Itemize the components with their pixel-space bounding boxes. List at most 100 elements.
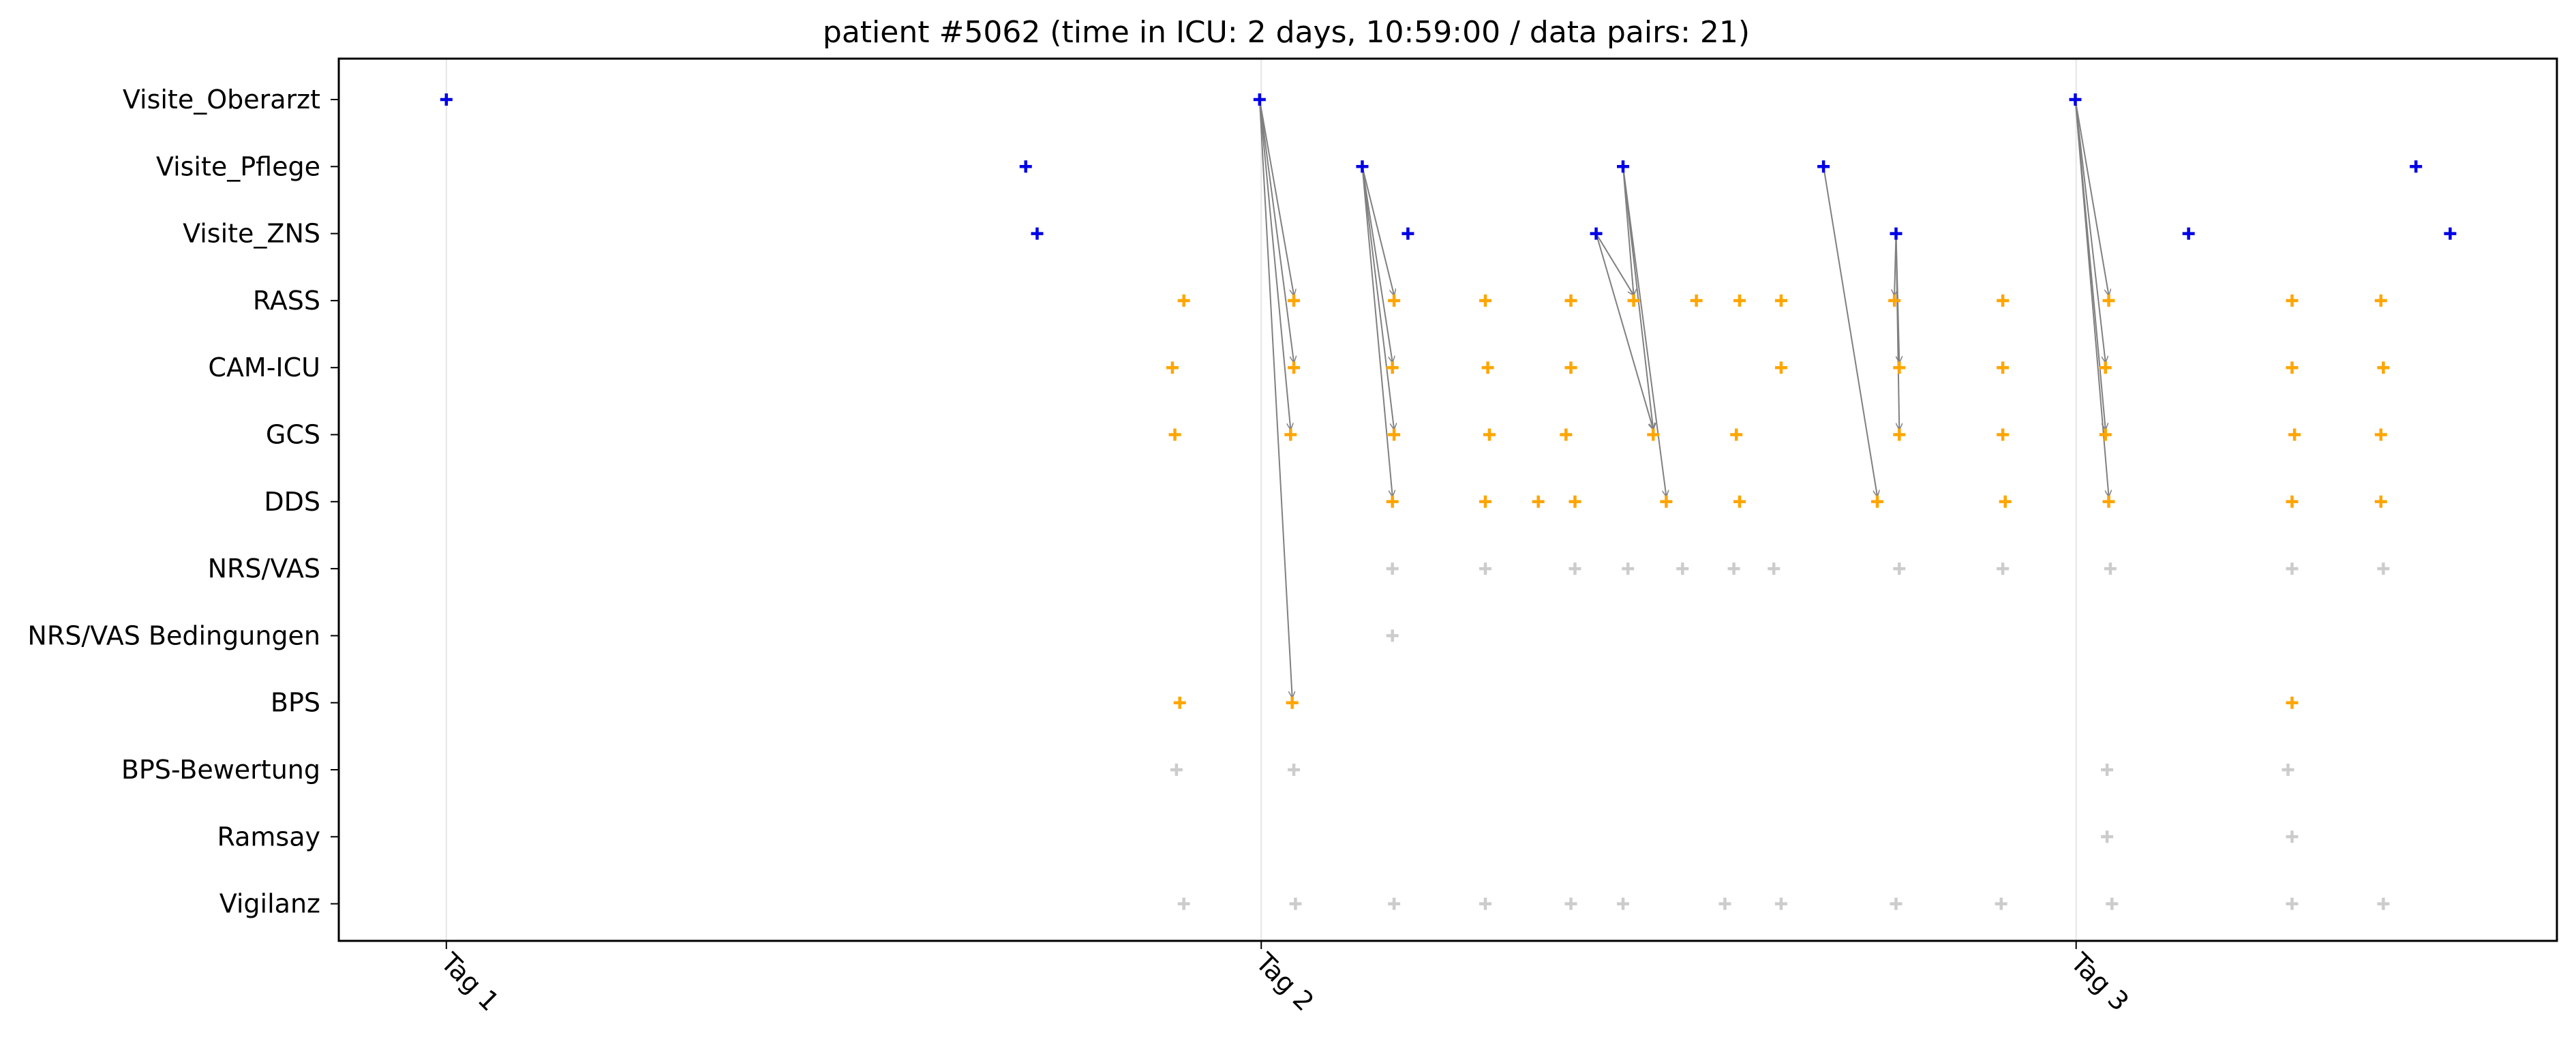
link-arrow xyxy=(1361,166,1392,496)
y-tick-label-nrs-vas-bedingungen: NRS/VAS Bedingungen xyxy=(27,620,320,650)
point-vigilanz xyxy=(1995,897,2007,910)
point-cam-icu xyxy=(1386,361,1399,374)
point-dds xyxy=(1386,495,1399,508)
point-visite-oberarzt xyxy=(2069,93,2082,106)
link-arrow xyxy=(1895,233,1899,430)
link-arrow xyxy=(1361,166,1394,429)
point-bps-bewertung xyxy=(1288,764,1301,776)
point-nrs-vas xyxy=(1997,562,2010,575)
point-rass xyxy=(1733,294,1746,307)
y-tick-label-rass: RASS xyxy=(253,286,320,316)
point-visite-pflege xyxy=(1356,160,1369,173)
link-arrow xyxy=(1258,99,1294,362)
link-arrow xyxy=(1361,166,1392,362)
point-rass xyxy=(1288,294,1301,307)
point-nrs-vas xyxy=(2286,562,2299,575)
point-visite-zns xyxy=(1031,227,1044,240)
link-arrow xyxy=(1622,166,1666,496)
y-tick-label-nrs-vas: NRS/VAS xyxy=(208,554,320,584)
point-gcs xyxy=(1997,428,2010,441)
point-nrs-vas xyxy=(2104,562,2117,575)
point-ramsay xyxy=(2286,830,2299,843)
point-bps-bewertung xyxy=(2282,764,2294,776)
link-arrow xyxy=(2074,99,2105,362)
grid-lines xyxy=(445,59,2077,941)
point-rass xyxy=(1627,294,1640,307)
link-arrow xyxy=(1258,99,1294,295)
point-vigilanz xyxy=(1564,897,1577,910)
point-vigilanz xyxy=(1890,897,1903,910)
point-vigilanz xyxy=(1177,897,1190,910)
point-dds xyxy=(1999,495,2012,508)
point-cam-icu xyxy=(1166,361,1179,374)
link-arrow xyxy=(1258,99,1290,430)
y-tick-labels: Visite_Oberarzt Visite_Pflege Visite_ZNS RA… xyxy=(27,85,339,919)
point-dds xyxy=(1660,495,1673,508)
point-nrs-vas xyxy=(1727,562,1740,575)
link-arrow xyxy=(1622,166,1634,295)
y-tick-label-vigilanz: Vigilanz xyxy=(219,889,320,919)
point-visite-zns xyxy=(1590,227,1603,240)
point-bps xyxy=(2286,696,2299,709)
point-gcs xyxy=(1168,428,1181,441)
point-visite-pflege xyxy=(1817,160,1830,173)
point-visite-pflege xyxy=(1617,160,1630,173)
arrow-layer xyxy=(1258,99,2109,697)
point-gcs xyxy=(2374,428,2387,441)
y-tick-label-gcs: GCS xyxy=(266,420,320,450)
point-visite-zns xyxy=(2182,227,2195,240)
point-cam-icu xyxy=(2286,361,2299,374)
link-arrow xyxy=(2074,99,2108,496)
y-tick-label-dds: DDS xyxy=(264,487,320,517)
point-visite-zns xyxy=(2444,227,2457,240)
marker-layer xyxy=(440,93,2457,910)
point-nrs-vas xyxy=(1676,562,1689,575)
point-cam-icu xyxy=(1774,361,1787,374)
point-rass xyxy=(1388,294,1401,307)
point-visite-pflege xyxy=(1019,160,1032,173)
point-nrs-vas xyxy=(2377,562,2390,575)
link-arrow xyxy=(1258,99,1292,697)
point-nrs-vas xyxy=(1386,562,1399,575)
point-nrs-vas xyxy=(1893,562,1906,575)
point-gcs xyxy=(2099,428,2112,441)
chart-title: patient #5062 (time in ICU: 2 days, 10:5… xyxy=(823,15,1750,50)
point-dds xyxy=(2102,495,2115,508)
point-vigilanz xyxy=(2377,897,2390,910)
y-tick-label-cam-icu: CAM-ICU xyxy=(208,352,320,382)
x-tick-labels: Tag 1 Tag 2 Tag 3 xyxy=(435,941,2135,1017)
point-dds xyxy=(2286,495,2299,508)
point-ramsay xyxy=(2101,830,2114,843)
point-rass xyxy=(1774,294,1787,307)
point-gcs xyxy=(1284,428,1297,441)
y-tick-label-visite-zns: Visite_ZNS xyxy=(183,219,320,249)
point-bps xyxy=(1173,696,1186,709)
point-gcs xyxy=(1388,428,1401,441)
point-nrs-vas xyxy=(1569,562,1581,575)
x-tick-label: Tag 1 xyxy=(435,947,505,1017)
link-arrow xyxy=(1361,166,1394,295)
link-arrow xyxy=(2074,99,2108,295)
point-gcs xyxy=(1893,428,1906,441)
point-vigilanz xyxy=(1388,897,1401,910)
point-gcs xyxy=(1730,428,1743,441)
point-rass xyxy=(1564,294,1577,307)
link-arrow xyxy=(1622,166,1653,429)
point-visite-oberarzt xyxy=(1253,93,1266,106)
y-tick-label-bps-bewertung: BPS-Bewertung xyxy=(121,755,320,785)
point-cam-icu xyxy=(1997,361,2010,374)
point-cam-icu xyxy=(2377,361,2390,374)
point-visite-pflege xyxy=(2410,160,2423,173)
point-nrs-vas-bedingungen xyxy=(1386,629,1399,642)
y-tick-label-visite-pflege: Visite_Pflege xyxy=(156,151,320,181)
point-cam-icu xyxy=(1288,361,1301,374)
point-visite-oberarzt xyxy=(440,93,453,106)
point-dds xyxy=(1479,495,1491,508)
point-rass xyxy=(1997,294,2010,307)
point-rass xyxy=(2286,294,2299,307)
point-visite-zns xyxy=(1890,227,1903,240)
point-vigilanz xyxy=(1617,897,1630,910)
point-vigilanz xyxy=(2106,897,2119,910)
